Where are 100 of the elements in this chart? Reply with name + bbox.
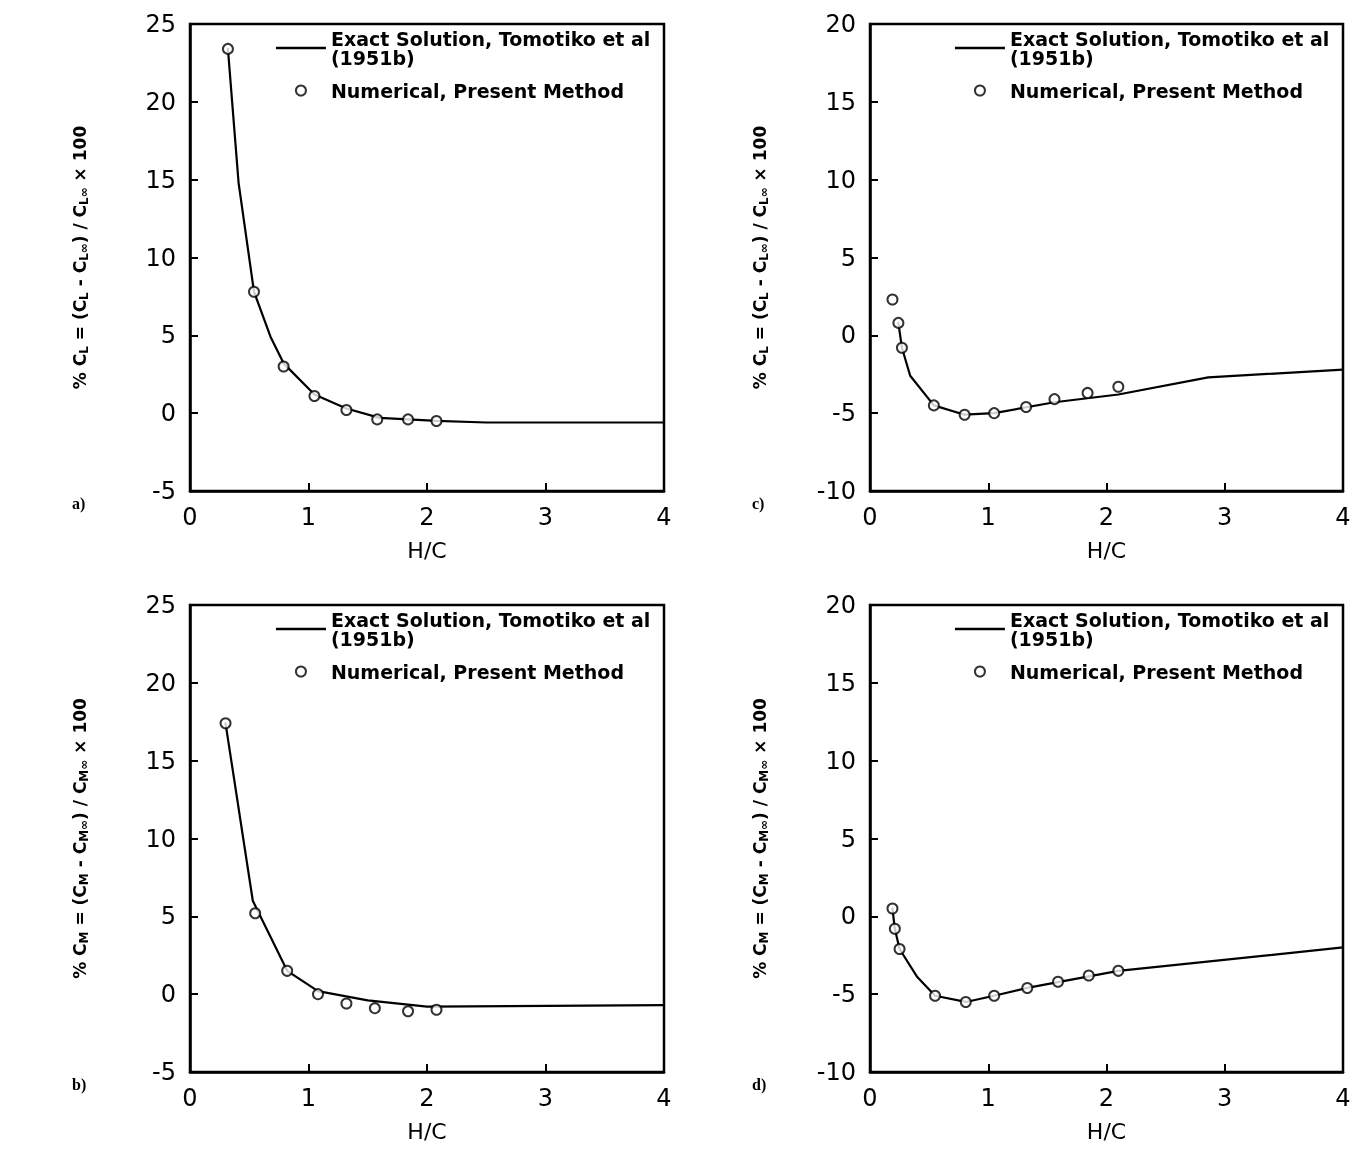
y-tick-label: 5 — [160, 321, 176, 350]
y-tick-label: -5 — [152, 1058, 176, 1086]
point — [988, 989, 1001, 1002]
text: % CM = (CM - CM∞) / CM∞ × 100 — [70, 698, 91, 979]
x-axis-title: H/C — [1086, 1118, 1127, 1144]
y-tick-label: 15 — [825, 668, 856, 697]
legend-label: Numerical, Present Method — [330, 660, 625, 683]
y-tick-label: -5 — [832, 399, 856, 428]
legend-label: Numerical, Present Method — [1009, 79, 1304, 102]
x-tick-label: 3 — [537, 503, 554, 531]
y-tick-label: 0 — [840, 321, 856, 350]
text: b) — [72, 1075, 87, 1094]
point — [1052, 975, 1065, 988]
x-tick-label: 2 — [1098, 1084, 1115, 1112]
point — [958, 408, 971, 421]
y-tick-label: 15 — [145, 746, 176, 775]
y-tick-label: 5 — [840, 824, 856, 853]
y-tick-label: 25 — [145, 10, 176, 38]
x-tick-label: 4 — [1335, 503, 1351, 531]
point — [929, 989, 942, 1002]
point — [1081, 386, 1094, 399]
point — [1112, 964, 1125, 977]
point — [368, 1002, 381, 1015]
x-tick-label: 0 — [182, 1084, 198, 1112]
point — [886, 902, 899, 915]
point — [340, 997, 353, 1010]
x-axis-title: H/C — [407, 537, 447, 563]
point — [927, 399, 940, 412]
point — [219, 717, 232, 730]
point — [1020, 400, 1033, 413]
legend-label: Exact Solution, Tomotiko et al (1951b) — [330, 27, 657, 69]
point — [311, 988, 324, 1001]
point — [308, 390, 321, 403]
point — [340, 404, 353, 417]
point — [892, 316, 905, 329]
text: % CM = (CM - CM∞) / CM∞ × 100 — [750, 698, 771, 979]
legend-label: Exact Solution, Tomotiko et al (1951b) — [1009, 27, 1336, 69]
x-tick-label: 2 — [1098, 503, 1115, 531]
point — [402, 413, 415, 426]
point — [249, 907, 262, 920]
x-tick-label: 0 — [862, 1084, 878, 1112]
x-tick-label: 0 — [182, 503, 198, 531]
point — [371, 413, 384, 426]
x-tick-label: 2 — [419, 503, 435, 531]
point — [1112, 380, 1125, 393]
legend-label: Numerical, Present Method — [1009, 660, 1304, 683]
y-tick-label: 20 — [825, 591, 856, 619]
x-tick-label: 1 — [980, 503, 996, 531]
y-tick-label: 10 — [825, 746, 856, 775]
text: a) — [72, 494, 86, 513]
text: c) — [752, 494, 765, 513]
x-tick-label: 1 — [980, 1084, 996, 1112]
y-tick-label: -5 — [152, 477, 176, 505]
point — [1082, 969, 1095, 982]
point — [221, 42, 234, 55]
y-tick-label: 15 — [145, 165, 176, 194]
point — [1048, 393, 1061, 406]
text: % CL = (CL - CL∞) / CL∞ × 100 — [70, 125, 91, 390]
point — [281, 964, 294, 977]
x-tick-label: 3 — [1217, 1084, 1233, 1112]
y-tick-label: 5 — [160, 902, 176, 931]
x-axis-title: H/C — [1086, 537, 1127, 563]
x-tick-label: 1 — [300, 1084, 317, 1112]
point — [893, 943, 906, 956]
x-tick-label: 3 — [537, 1084, 554, 1112]
y-tick-label: 0 — [160, 980, 176, 1009]
y-tick-label: 0 — [160, 399, 176, 428]
legend-label: Exact Solution, Tomotiko et al (1951b) — [1009, 608, 1336, 650]
x-tick-label: 4 — [656, 503, 672, 531]
x-tick-label: 3 — [1217, 503, 1233, 531]
point — [959, 995, 972, 1008]
y-tick-label: -10 — [816, 1058, 856, 1086]
y-tick-label: 0 — [840, 902, 856, 931]
point — [886, 293, 899, 306]
x-tick-label: 2 — [419, 1084, 435, 1112]
y-tick-label: 25 — [145, 591, 176, 619]
y-tick-label: 20 — [145, 668, 176, 697]
point — [895, 341, 908, 354]
point — [1021, 981, 1034, 994]
point — [430, 1003, 443, 1016]
legend-label: Exact Solution, Tomotiko et al (1951b) — [330, 608, 657, 650]
point — [988, 407, 1001, 420]
point — [888, 922, 901, 935]
y-tick-label: 20 — [825, 10, 856, 38]
y-tick-label: 10 — [825, 165, 856, 194]
point — [248, 285, 260, 298]
point — [402, 1005, 415, 1018]
y-tick-label: 10 — [145, 824, 176, 853]
point — [277, 360, 290, 373]
y-tick-label: 5 — [840, 243, 856, 272]
y-tick-label: -5 — [832, 980, 856, 1009]
text: d) — [752, 1075, 767, 1094]
x-tick-label: 1 — [300, 503, 317, 531]
x-axis-title: H/C — [407, 1118, 447, 1144]
point — [430, 414, 443, 427]
legend-label: Numerical, Present Method — [330, 79, 625, 102]
x-tick-label: 4 — [1335, 1084, 1351, 1112]
y-tick-label: -10 — [816, 477, 856, 505]
y-tick-label: 10 — [145, 243, 176, 272]
y-tick-label: 15 — [825, 87, 856, 116]
